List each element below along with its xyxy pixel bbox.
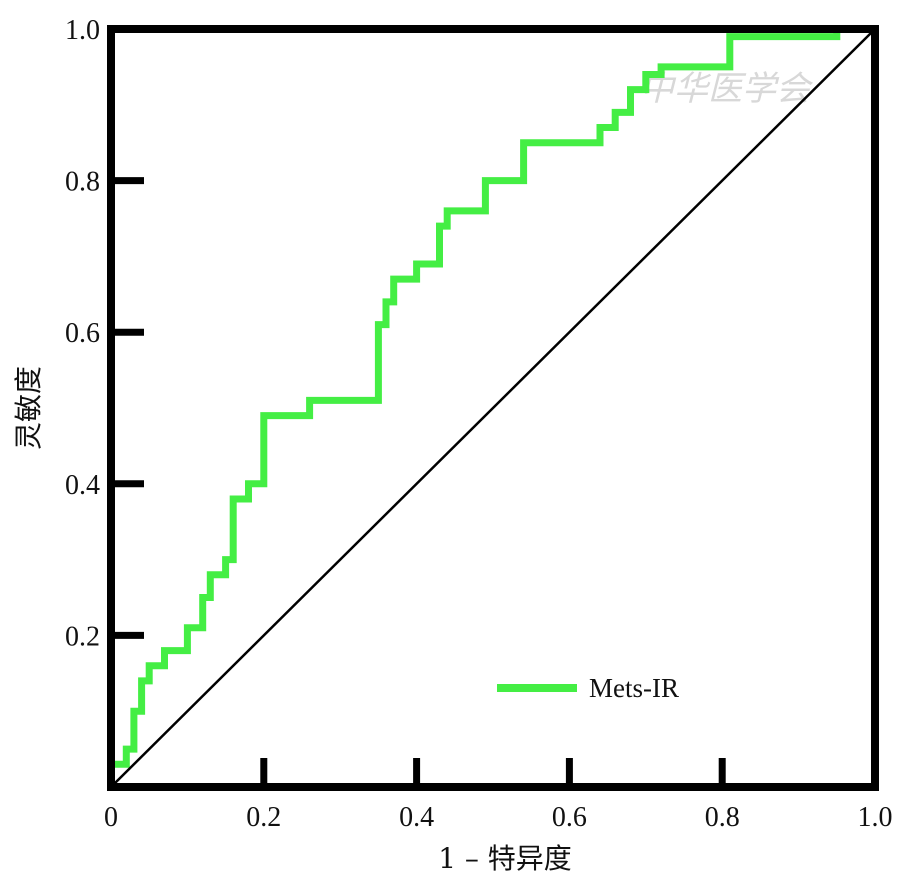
x-tick-label: 0.8 xyxy=(705,802,740,833)
series-line-mets-ir xyxy=(107,25,875,787)
x-tick-label: 0.2 xyxy=(246,802,281,833)
x-tick-label: 0.4 xyxy=(399,802,434,833)
x-tick-label: 1.0 xyxy=(858,802,893,833)
y-tick-label: 0.2 xyxy=(65,621,100,652)
x-axis-ticks: 0 0.2 0.4 0.6 0.8 1.0 xyxy=(104,758,893,833)
legend: Mets-IR xyxy=(497,673,679,703)
x-axis-title: 1 – 特异度 xyxy=(438,842,572,875)
reference-diagonal-line xyxy=(110,28,876,788)
y-tick-label: 0.6 xyxy=(65,318,100,349)
y-axis-title: 灵敏度 xyxy=(12,366,45,450)
y-tick-label: 0.8 xyxy=(65,167,100,198)
x-tick-label: 0.6 xyxy=(552,802,587,833)
watermark-text: 中华医学会 xyxy=(640,69,814,109)
legend-label-mets-ir: Mets-IR xyxy=(589,673,679,703)
y-tick-label: 0.4 xyxy=(65,470,100,501)
series-layer xyxy=(107,25,876,788)
plot-frame xyxy=(107,25,879,791)
y-tick-label: 1.0 xyxy=(65,15,100,46)
y-axis-ticks: 0.2 0.4 0.6 0.8 1.0 xyxy=(65,15,144,652)
x-tick-label: 0 xyxy=(104,802,118,833)
